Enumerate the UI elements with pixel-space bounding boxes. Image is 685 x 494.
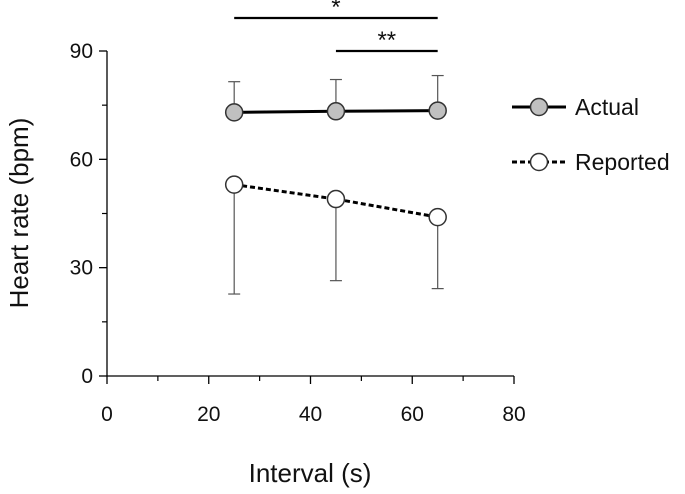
reported-series-line [233, 183, 438, 219]
legend-label-actual: Actual [575, 94, 639, 120]
x-axis-title: Interval (s) [249, 458, 372, 488]
legend-marker-actual [529, 97, 549, 117]
y-tick-label: 30 [70, 257, 93, 280]
actual-data-point [428, 101, 447, 120]
x-tick-label: 20 [197, 403, 220, 426]
reported-data-point [428, 207, 447, 227]
significance-marker: * [331, 0, 340, 21]
x-tick-label: 60 [401, 403, 424, 426]
legend-item-reported: Reported [512, 149, 670, 175]
y-axis-title: Heart rate (bpm) [4, 118, 34, 309]
legend-label-reported: Reported [575, 149, 670, 175]
x-tick-label: 0 [101, 403, 113, 426]
legend-item-actual: Actual [512, 94, 639, 120]
y-tick-label: 90 [70, 40, 93, 63]
y-tick-label: 0 [81, 365, 93, 388]
legend-marker-reported [529, 152, 549, 172]
x-tick-label: 40 [299, 403, 322, 426]
reported-data-point [326, 189, 346, 209]
significance-marker: ** [377, 27, 396, 54]
actual-data-point [224, 103, 244, 122]
actual-data-point [326, 102, 346, 121]
x-tick-label: 80 [502, 403, 525, 426]
reported-data-point [224, 175, 244, 194]
y-tick-label: 60 [70, 148, 93, 171]
